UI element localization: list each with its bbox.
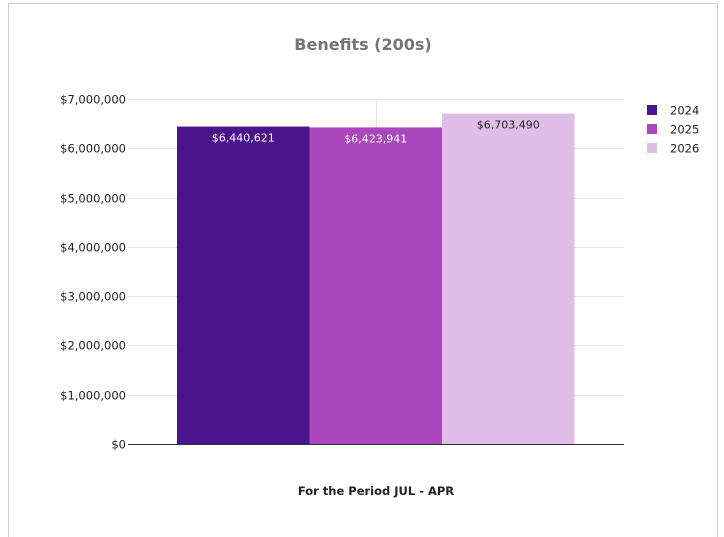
data-label-2024: $6,440,621	[212, 132, 275, 145]
legend-label-2024: 2024	[670, 104, 699, 118]
chart-frame	[8, 3, 718, 537]
legend: 2024 2025 2026	[647, 104, 699, 156]
y-tick-label: $0	[111, 438, 126, 452]
bars	[177, 113, 575, 444]
y-tick-label: $7,000,000	[60, 93, 126, 107]
y-tick-label: $1,000,000	[60, 389, 126, 403]
y-tick-label: $3,000,000	[60, 290, 126, 304]
legend-label-2025: 2025	[670, 123, 699, 137]
chart-title: Benefits (200s)	[294, 35, 431, 54]
y-tick-label: $6,000,000	[60, 142, 126, 156]
y-tick-label: $4,000,000	[60, 241, 126, 255]
bar-2026	[442, 113, 575, 444]
data-labels: $6,440,621 $6,423,941 $6,703,490	[212, 119, 540, 146]
data-label-2025: $6,423,941	[344, 132, 407, 145]
legend-swatch-2024	[647, 105, 657, 115]
legend-swatch-2026	[647, 143, 657, 153]
y-tick-label: $2,000,000	[60, 339, 126, 353]
bar-2024	[177, 126, 310, 444]
bar-2025	[309, 127, 442, 444]
legend-swatch-2025	[647, 124, 657, 134]
x-axis-label: For the Period JUL - APR	[298, 484, 454, 498]
data-label-2026: $6,703,490	[477, 119, 540, 132]
y-axis-ticks: $0 $1,000,000 $2,000,000 $3,000,000 $4,000,0…	[60, 93, 126, 452]
y-tick-label: $5,000,000	[60, 192, 126, 206]
legend-label-2026: 2026	[670, 142, 699, 156]
